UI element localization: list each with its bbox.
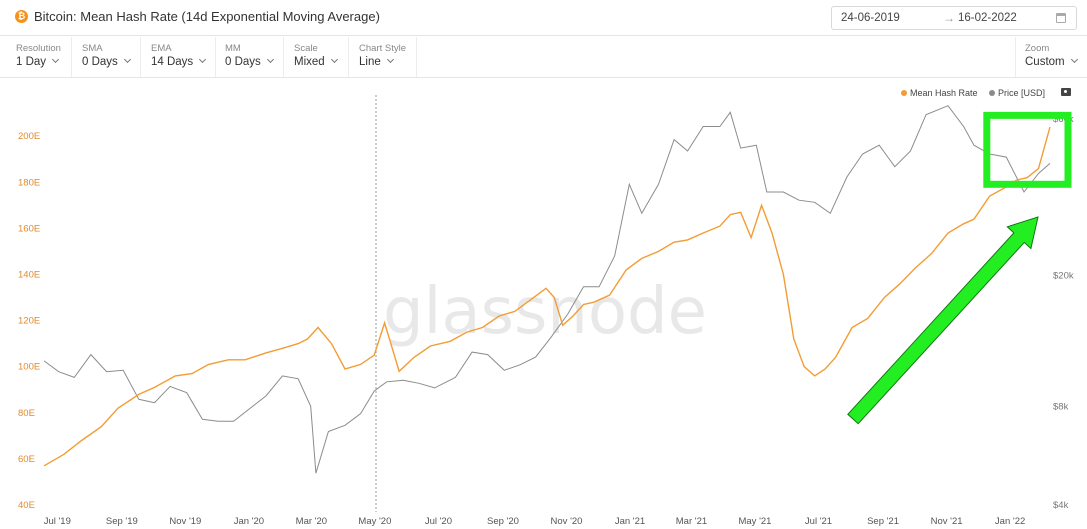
series-line-hash (43, 126, 1051, 467)
legend-item-price[interactable]: Price [USD] (989, 88, 1045, 98)
resolution-value[interactable]: 1 Day (16, 55, 60, 68)
date-from[interactable]: 24-06-2019 (841, 12, 900, 24)
resolution-label: Resolution (16, 43, 61, 54)
date-arrow-icon: → (943, 11, 955, 25)
chart-title: Bitcoin: Mean Hash Rate (14d Exponential… (34, 9, 380, 24)
x-axis-tick-label: Jul '19 (44, 516, 71, 527)
camera-icon[interactable] (1061, 88, 1071, 96)
x-axis-tick-label: Jan '21 (615, 516, 645, 527)
date-range-picker[interactable]: 24-06-2019 → 16-02-2022 (831, 6, 1077, 30)
mm-value[interactable]: 0 Days (225, 55, 274, 68)
y-axis-tick-label: 140E (18, 270, 40, 281)
divider (140, 37, 141, 77)
ema-label: EMA (151, 43, 172, 54)
legend-label-hash: Mean Hash Rate (910, 88, 978, 98)
y-axis-tick-label: 200E (18, 131, 40, 142)
divider (71, 37, 72, 77)
y-axis-tick-label: 160E (18, 223, 40, 234)
x-axis-tick-label: Sep '20 (487, 516, 519, 527)
y-axis-tick-label: 60E (18, 454, 35, 465)
y-axis-tick-label: 80E (18, 408, 35, 419)
x-axis-tick-label: Nov '20 (551, 516, 583, 527)
divider (416, 37, 417, 77)
y-axis-tick-label: 40E (18, 500, 35, 511)
annotation-arrow (847, 216, 1039, 425)
calendar-icon[interactable] (1056, 13, 1066, 23)
x-axis-tick-label: May '21 (738, 516, 771, 527)
x-axis-tick-label: Mar '20 (296, 516, 327, 527)
x-axis-tick-label: Sep '19 (106, 516, 138, 527)
legend-item-hash[interactable]: Mean Hash Rate (901, 88, 978, 98)
chart-style-value[interactable]: Line (359, 55, 394, 68)
date-to[interactable]: 16-02-2022 (958, 12, 1017, 24)
y2-axis-tick-label: $60k (1053, 114, 1074, 125)
x-axis-tick-label: Nov '21 (931, 516, 963, 527)
zoom-label: Zoom (1025, 43, 1050, 54)
legend-label-price: Price [USD] (998, 88, 1046, 98)
x-axis-tick-label: Mar '21 (676, 516, 707, 527)
x-axis-tick-label: Jul '21 (805, 516, 832, 527)
series-line-price (43, 105, 1051, 474)
legend-dot-price (989, 89, 995, 96)
chart-controls: Resolution 1 Day SMA 0 Days EMA 14 Days … (0, 37, 1087, 78)
divider (348, 37, 349, 77)
y-axis-tick-label: 120E (18, 316, 40, 327)
x-axis-tick-label: Jan '20 (234, 516, 264, 527)
y2-axis-tick-label: $8k (1053, 401, 1069, 412)
mm-label: MM (225, 43, 241, 54)
x-axis-tick-label: Nov '19 (169, 516, 201, 527)
ema-value[interactable]: 14 Days (151, 55, 207, 68)
watermark: glassnode (383, 275, 707, 349)
divider (1015, 37, 1016, 77)
divider (283, 37, 284, 77)
legend-dot-hash (901, 89, 907, 96)
sma-label: SMA (82, 43, 103, 54)
y-axis-tick-label: 100E (18, 362, 40, 373)
y2-axis-tick-label: $4k (1053, 500, 1069, 511)
bitcoin-logo-icon: ₿ (15, 10, 28, 23)
scale-value[interactable]: Mixed (294, 55, 338, 68)
chart-style-label: Chart Style (359, 43, 406, 54)
zoom-value[interactable]: Custom (1025, 55, 1078, 68)
x-axis-tick-label: Sep '21 (867, 516, 899, 527)
x-axis-tick-label: Jan '22 (995, 516, 1025, 527)
annotation-highlight-box (983, 111, 1072, 188)
header-bar: ₿ Bitcoin: Mean Hash Rate (14d Exponenti… (0, 0, 1087, 36)
y2-axis-tick-label: $20k (1053, 271, 1074, 282)
sma-value[interactable]: 0 Days (82, 55, 131, 68)
x-axis-tick-label: May '20 (358, 516, 391, 527)
x-axis-tick-label: Jul '20 (425, 516, 452, 527)
y-axis-tick-label: 180E (18, 177, 40, 188)
scale-label: Scale (294, 43, 318, 54)
divider (215, 37, 216, 77)
